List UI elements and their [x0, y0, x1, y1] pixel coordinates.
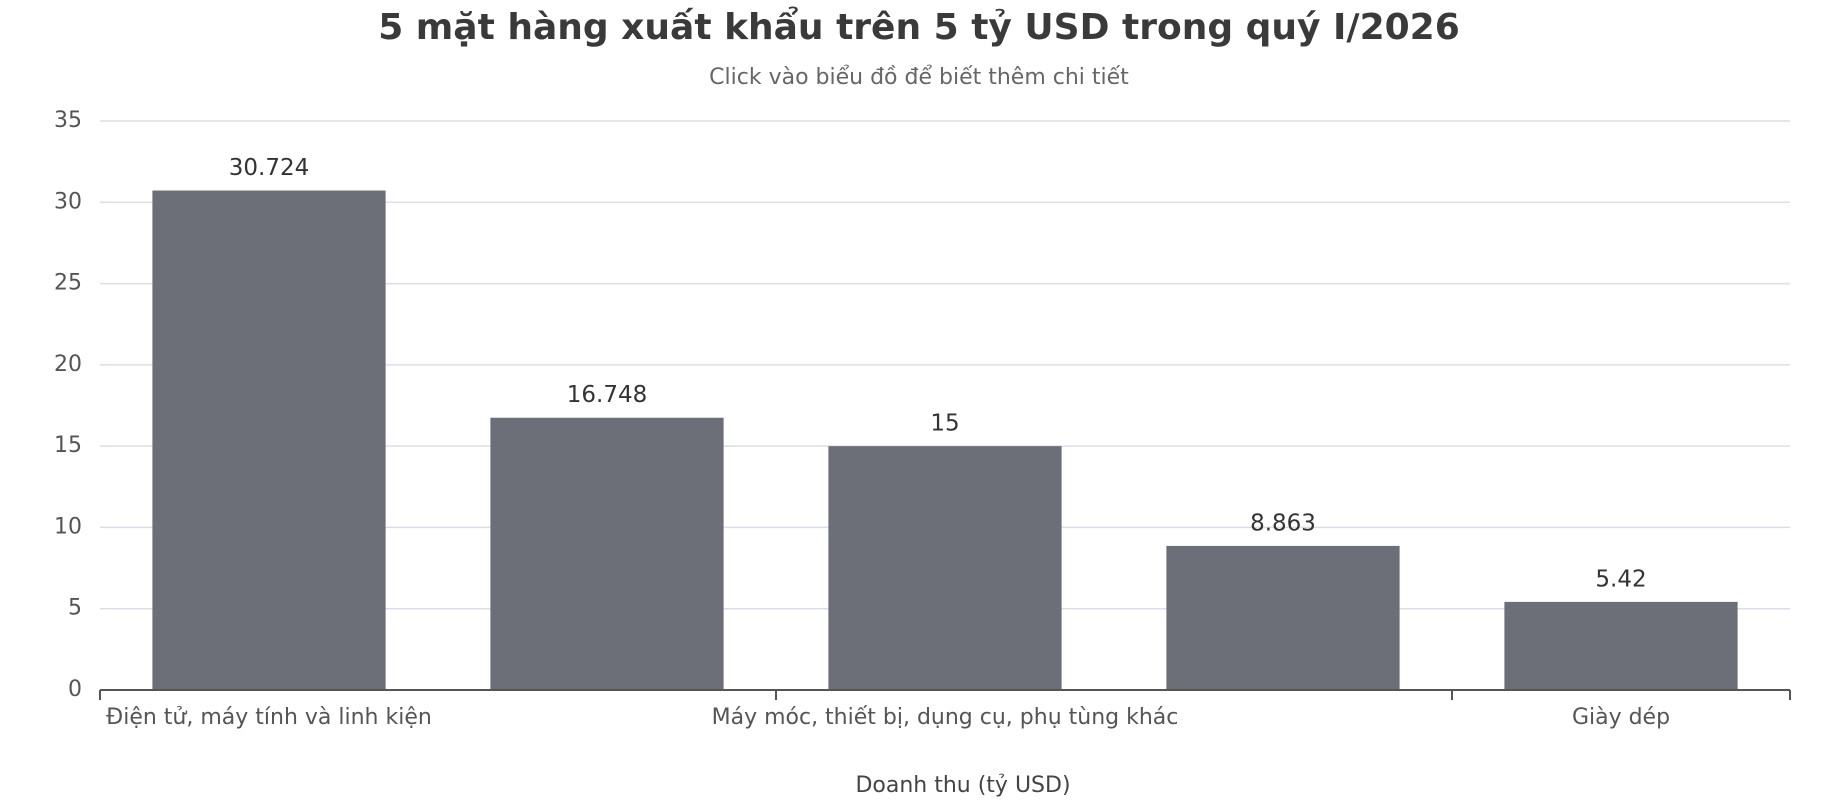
value-label: 8.863	[1250, 510, 1316, 536]
y-tick-label: 10	[54, 514, 82, 539]
y-tick-label: 35	[54, 108, 82, 133]
value-label: 15	[930, 411, 959, 437]
value-label: 5.42	[1595, 566, 1646, 592]
y-tick-label: 15	[54, 433, 82, 458]
value-label: 16.748	[567, 382, 647, 408]
bar[interactable]	[828, 446, 1062, 690]
y-tick-label: 25	[54, 271, 82, 296]
bar[interactable]	[1166, 545, 1400, 690]
y-tick-label: 5	[68, 596, 82, 621]
x-tick-label: Điện tử, máy tính và linh kiện	[106, 705, 432, 730]
x-tick-label: Giày dép	[1572, 705, 1670, 730]
bar[interactable]	[490, 417, 724, 690]
y-tick-label: 20	[54, 352, 82, 377]
bar[interactable]	[152, 190, 386, 690]
x-tick-label: Máy móc, thiết bị, dụng cụ, phụ tùng khá…	[712, 705, 1179, 730]
bar[interactable]	[1504, 601, 1738, 690]
chart-title: 5 mặt hàng xuất khẩu trên 5 tỷ USD trong…	[378, 6, 1460, 48]
chart-subtitle: Click vào biểu đồ để biết thêm chi tiết	[709, 65, 1129, 90]
y-tick-label: 0	[68, 677, 82, 702]
x-axis-title: Doanh thu (tỷ USD)	[855, 773, 1070, 798]
value-label: 30.724	[229, 155, 309, 181]
y-tick-label: 30	[54, 189, 82, 214]
